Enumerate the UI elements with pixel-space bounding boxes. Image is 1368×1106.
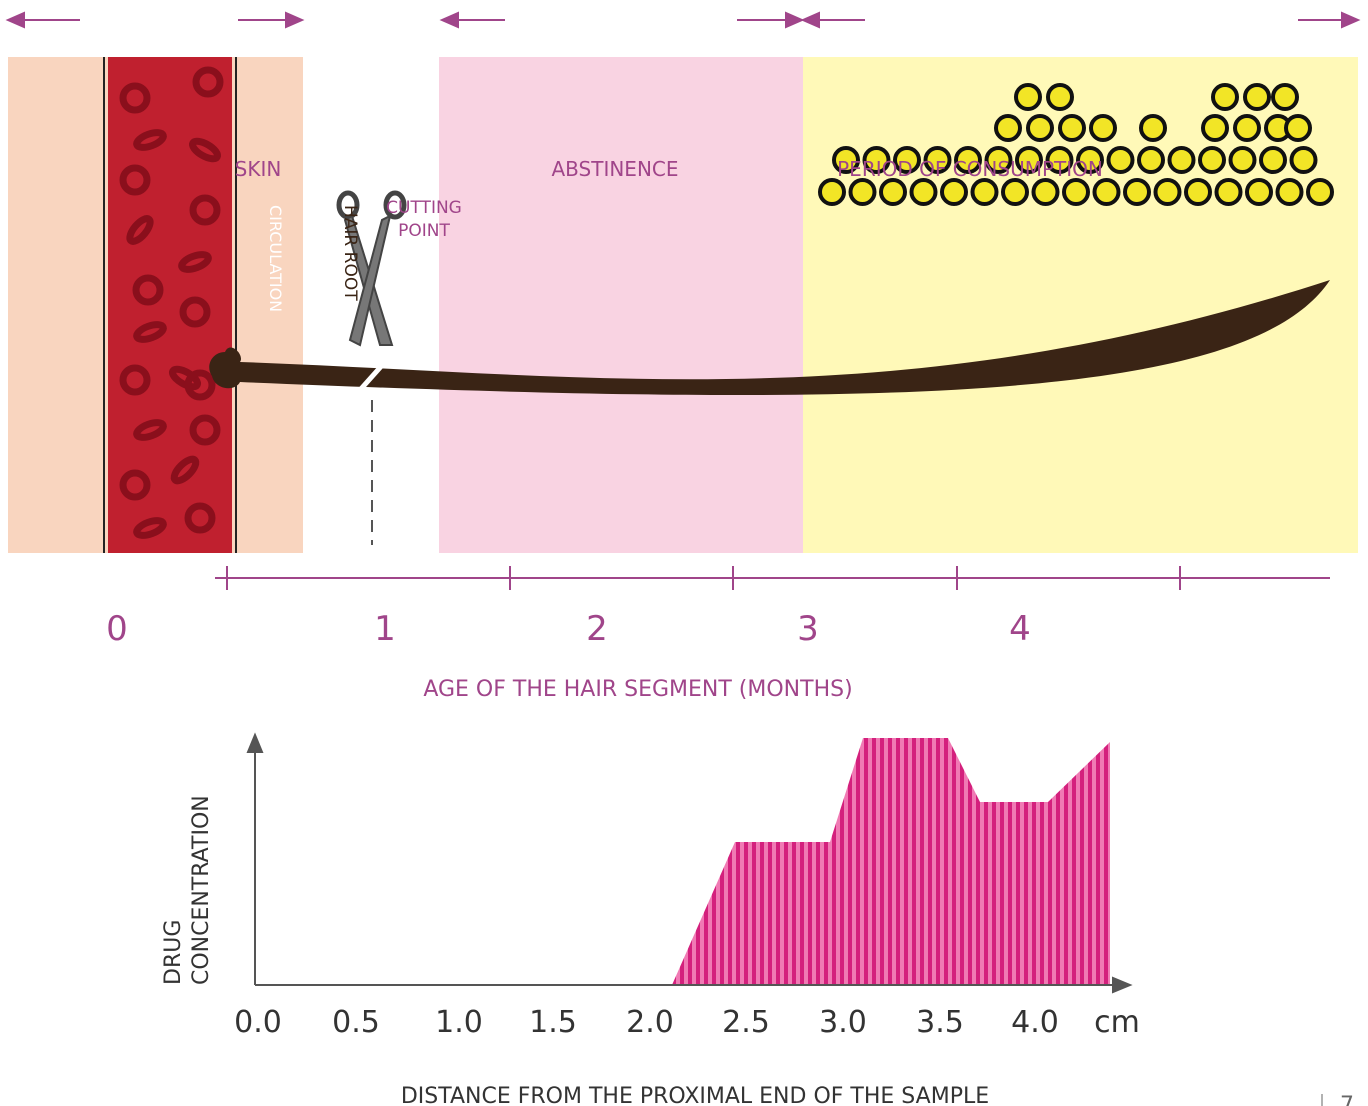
x-tick-label: 1.0 xyxy=(435,1005,483,1040)
y-label: DRUG xyxy=(161,920,186,985)
month-label: 1 xyxy=(374,609,396,649)
x-tick-label: 2.5 xyxy=(722,1005,770,1040)
x-tick-label: 1.5 xyxy=(529,1005,577,1040)
drug-molecule xyxy=(1217,180,1241,204)
drug-molecule xyxy=(1109,148,1133,172)
x-tick-label: 0.5 xyxy=(332,1005,380,1040)
drug-molecule xyxy=(851,180,875,204)
drug-molecule xyxy=(912,180,936,204)
x-tick-label: 4.0 xyxy=(1011,1005,1059,1040)
drug-molecule xyxy=(1213,85,1237,109)
drug-molecule xyxy=(1231,148,1255,172)
drug-molecule xyxy=(1247,180,1271,204)
page-number: 7 xyxy=(1340,1093,1354,1106)
cutting-label: CUTTING xyxy=(386,198,462,218)
drug-molecule xyxy=(1245,85,1269,109)
drug-molecule xyxy=(1203,116,1227,140)
drug-molecule xyxy=(881,180,905,204)
drug-molecule xyxy=(1156,180,1180,204)
drug-molecule xyxy=(1278,180,1302,204)
x-tick-label: 0.0 xyxy=(234,1005,282,1040)
drug-molecule xyxy=(1286,116,1310,140)
drug-molecule xyxy=(996,116,1020,140)
range-arrows xyxy=(8,13,1358,27)
drug-molecule xyxy=(1170,148,1194,172)
drug-molecule xyxy=(942,180,966,204)
cutting-label: POINT xyxy=(398,221,450,241)
abstinence-label: ABSTINENCE xyxy=(551,157,678,181)
page: SKIN ABSTINENCE PERIOD OF CONSUMPTION CU… xyxy=(0,0,1368,1106)
drug-molecule xyxy=(1139,148,1163,172)
month-axis-title: AGE OF THE HAIR SEGMENT (MONTHS) xyxy=(423,677,852,702)
drug-molecule xyxy=(1141,116,1165,140)
drug-molecule xyxy=(973,180,997,204)
drug-molecule xyxy=(1125,180,1149,204)
month-label: 0 xyxy=(106,609,128,649)
concentration-area xyxy=(672,738,1110,985)
month-label: 2 xyxy=(586,609,608,649)
x-tick-label: 3.0 xyxy=(819,1005,867,1040)
month-axis xyxy=(215,566,1330,590)
x-tick-label: 2.0 xyxy=(626,1005,674,1040)
drug-molecule xyxy=(820,180,844,204)
drug-molecule xyxy=(1261,148,1285,172)
drug-molecule xyxy=(1003,180,1027,204)
x-unit: cm xyxy=(1094,1005,1140,1040)
consumption-label: PERIOD OF CONSUMPTION xyxy=(837,157,1103,181)
drug-molecule xyxy=(1186,180,1210,204)
drug-molecule xyxy=(1064,180,1088,204)
drug-molecule xyxy=(1235,116,1259,140)
drug-molecule xyxy=(1034,180,1058,204)
month-label: 3 xyxy=(797,609,819,649)
skin-label: SKIN xyxy=(235,157,282,181)
drug-molecule xyxy=(1273,85,1297,109)
drug-molecule xyxy=(1060,116,1084,140)
abstinence-zone xyxy=(439,57,803,553)
x-tick-label: 3.5 xyxy=(916,1005,964,1040)
drug-molecule xyxy=(1292,148,1316,172)
x-title: DISTANCE FROM THE PROXIMAL END OF THE SA… xyxy=(401,1084,989,1106)
y-label: CONCENTRATION xyxy=(189,795,214,985)
drug-molecule xyxy=(1048,85,1072,109)
month-label: 4 xyxy=(1009,609,1031,649)
drug-molecule xyxy=(1200,148,1224,172)
circulation-label: CIRCULATION xyxy=(266,205,285,312)
hair-root-label: HAIR ROOT xyxy=(340,205,360,301)
drug-molecule xyxy=(1095,180,1119,204)
drug-molecule xyxy=(1091,116,1115,140)
drug-molecule xyxy=(1028,116,1052,140)
drug-molecule xyxy=(1308,180,1332,204)
drug-molecule xyxy=(1016,85,1040,109)
